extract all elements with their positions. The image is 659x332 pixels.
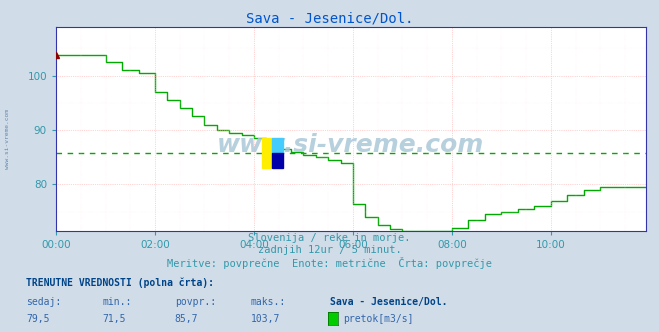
Text: pretok[m3/s]: pretok[m3/s] bbox=[343, 314, 413, 324]
Text: www.si-vreme.com: www.si-vreme.com bbox=[217, 133, 484, 157]
Text: Sava - Jesenice/Dol.: Sava - Jesenice/Dol. bbox=[246, 12, 413, 26]
Text: zadnjih 12ur / 5 minut.: zadnjih 12ur / 5 minut. bbox=[258, 245, 401, 255]
Text: Meritve: povprečne  Enote: metrične  Črta: povprečje: Meritve: povprečne Enote: metrične Črta:… bbox=[167, 257, 492, 269]
Text: povpr.:: povpr.: bbox=[175, 297, 215, 307]
Text: sedaj:: sedaj: bbox=[26, 297, 61, 307]
Text: 71,5: 71,5 bbox=[102, 314, 126, 324]
Bar bbox=[272, 153, 283, 168]
Text: 79,5: 79,5 bbox=[26, 314, 50, 324]
Text: maks.:: maks.: bbox=[250, 297, 285, 307]
Text: min.:: min.: bbox=[102, 297, 132, 307]
Text: Slovenija / reke in morje.: Slovenija / reke in morje. bbox=[248, 233, 411, 243]
Bar bbox=[272, 138, 283, 153]
Text: Sava - Jesenice/Dol.: Sava - Jesenice/Dol. bbox=[330, 297, 447, 307]
Text: 85,7: 85,7 bbox=[175, 314, 198, 324]
Text: 103,7: 103,7 bbox=[250, 314, 280, 324]
Text: TRENUTNE VREDNOSTI (polna črta):: TRENUTNE VREDNOSTI (polna črta): bbox=[26, 277, 214, 288]
Bar bbox=[262, 138, 272, 168]
Text: www.si-vreme.com: www.si-vreme.com bbox=[5, 110, 11, 169]
